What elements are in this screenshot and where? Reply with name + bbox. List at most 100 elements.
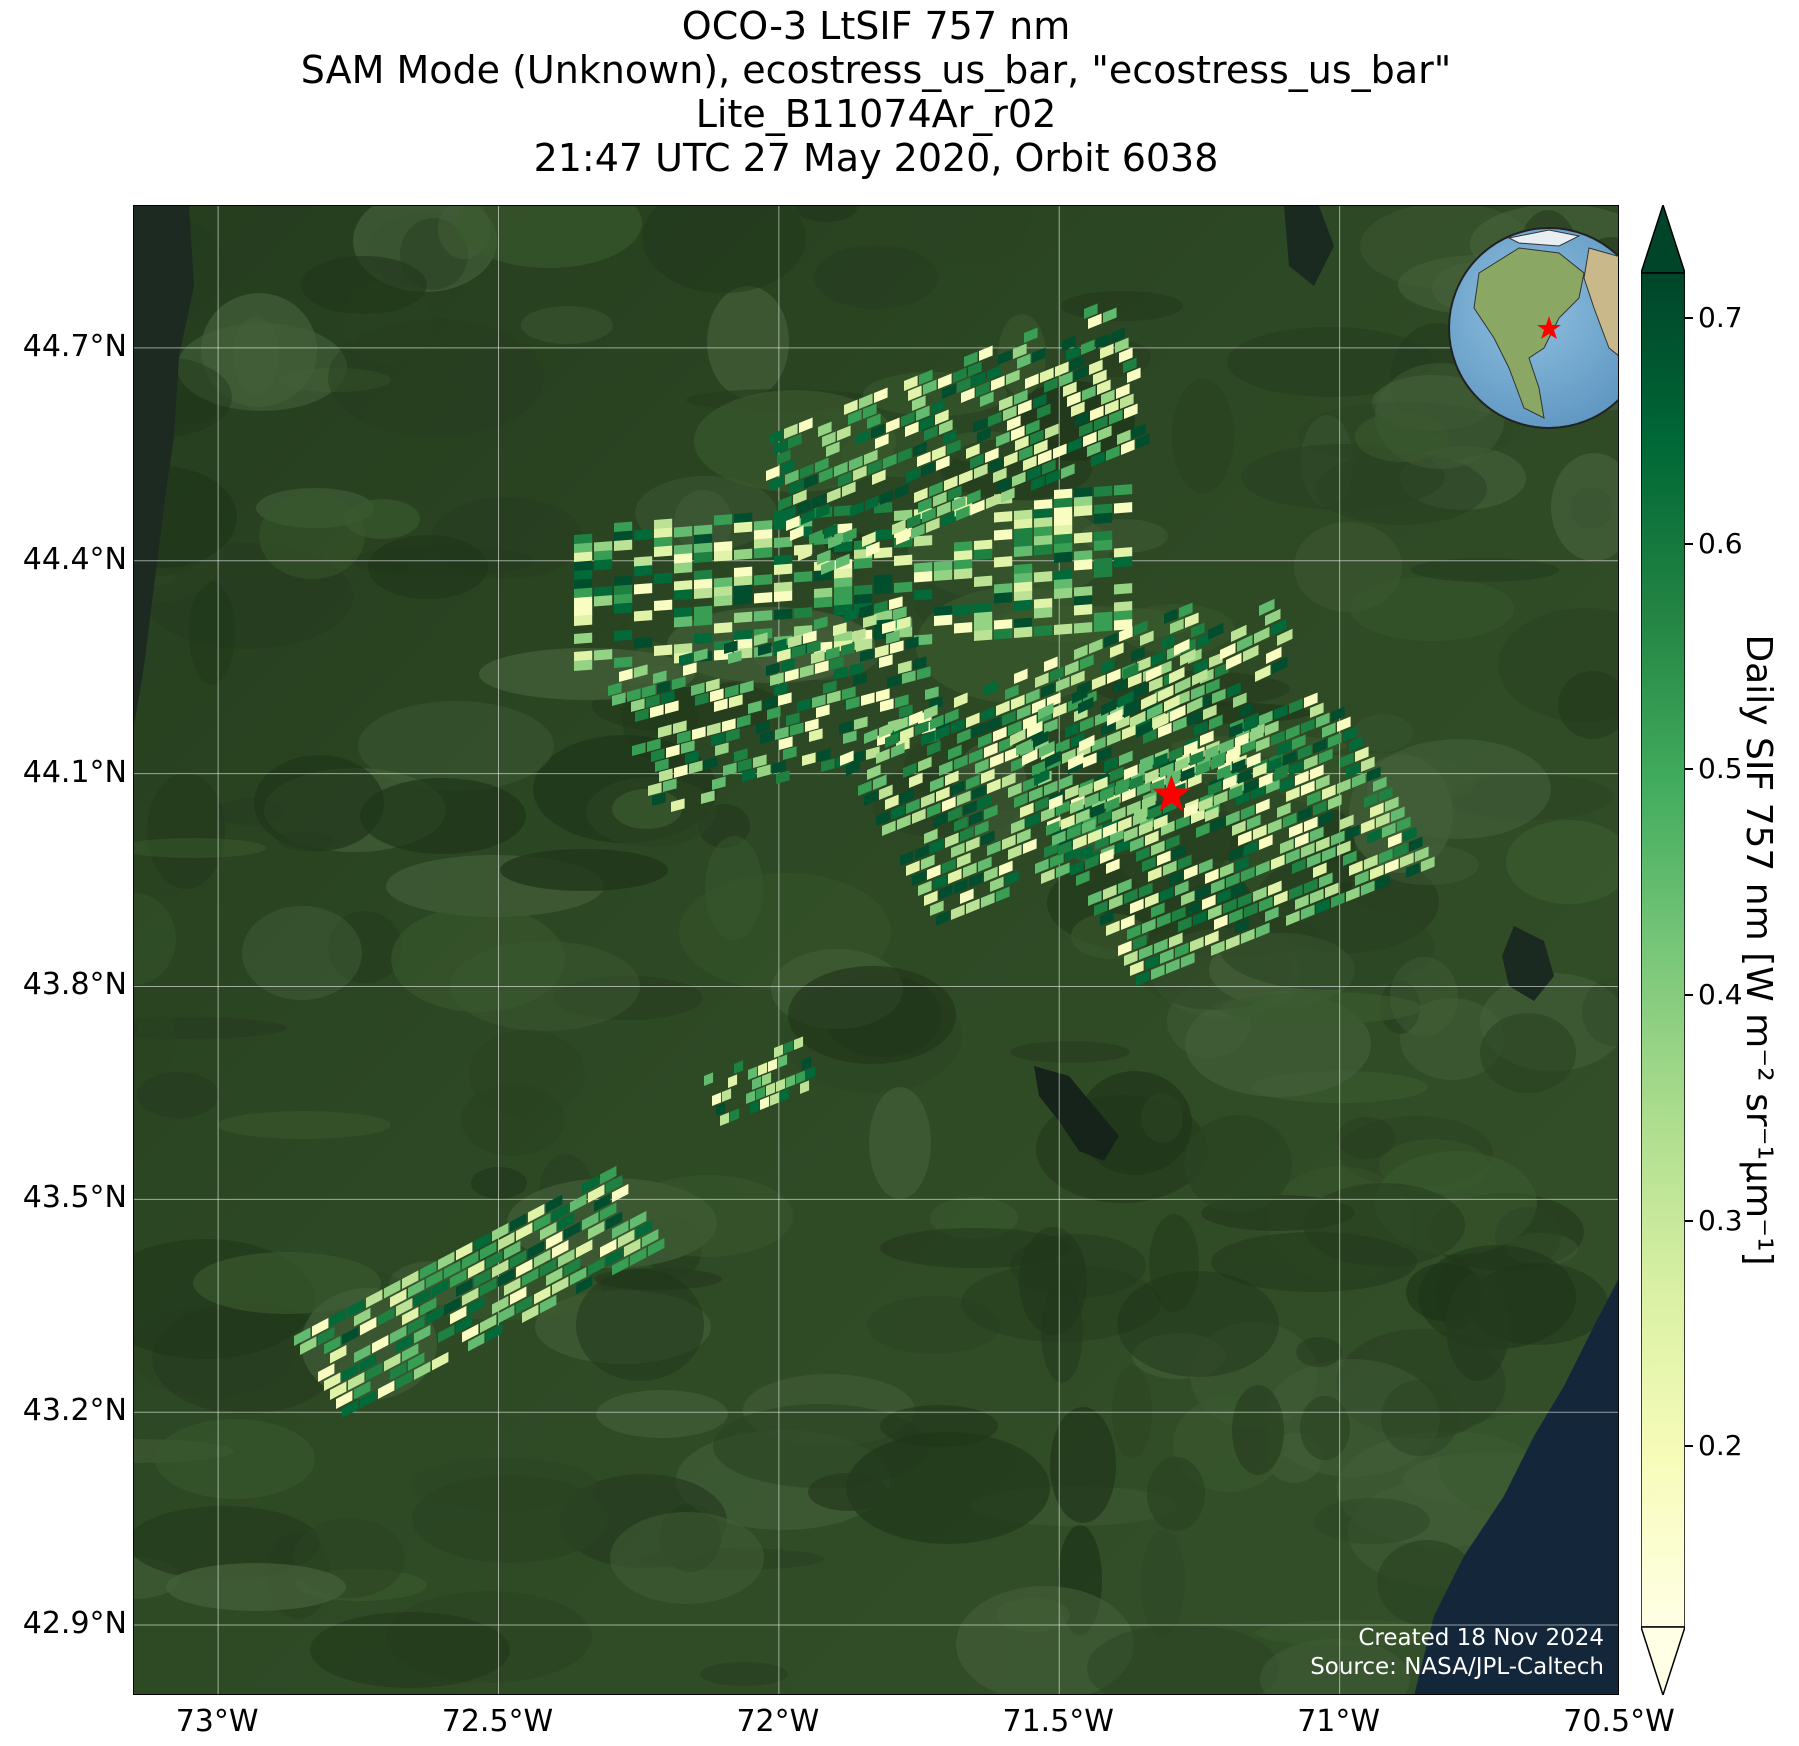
sif-sounding (1340, 814, 1354, 830)
sif-sounding (1187, 900, 1201, 916)
sif-sounding (1301, 842, 1315, 858)
sif-sounding (918, 756, 932, 772)
sif-sounding (1166, 958, 1180, 974)
sif-sounding (814, 587, 833, 599)
sif-sounding (714, 586, 733, 598)
sif-sounding (1065, 722, 1079, 738)
sif-sounding (939, 884, 953, 900)
sif-sounding (1229, 722, 1243, 738)
sif-sounding (939, 760, 953, 776)
sif-sounding (722, 1088, 732, 1102)
sif-sounding (1085, 854, 1099, 870)
sif-sounding (720, 1112, 730, 1126)
sif-sounding (834, 568, 853, 580)
sif-sounding (913, 441, 927, 457)
sif-sounding (918, 880, 932, 896)
sif-sounding (974, 539, 993, 551)
sif-sounding (1236, 790, 1250, 806)
sif-sounding (803, 630, 817, 644)
colorbar-tickmark (1685, 1219, 1693, 1222)
sif-sounding (1106, 445, 1120, 461)
sif-sounding (876, 688, 890, 702)
sif-sounding (498, 1304, 515, 1324)
sif-sounding (1203, 704, 1217, 720)
sif-sounding (734, 748, 748, 762)
sif-sounding (1235, 918, 1249, 934)
sif-sounding (1030, 429, 1044, 445)
sif-sounding (1039, 740, 1055, 758)
sif-sounding (1074, 496, 1093, 508)
sif-sounding (1147, 702, 1163, 720)
sif-sounding (1054, 623, 1073, 635)
sif-sounding (658, 724, 672, 738)
sif-sounding (1145, 954, 1159, 970)
sif-sounding (1244, 902, 1258, 918)
sif-sounding (1304, 816, 1318, 832)
sif-sounding (1130, 898, 1144, 914)
sif-sounding (1251, 784, 1265, 800)
sif-sounding (788, 433, 802, 449)
sif-sounding (880, 489, 894, 505)
sif-sounding (1066, 345, 1080, 361)
sif-sounding (574, 632, 593, 644)
sif-sounding (1117, 429, 1131, 445)
sif-sounding (834, 577, 853, 589)
sif-sounding (634, 529, 653, 541)
sif-sounding (1349, 736, 1363, 752)
sif-sounding (402, 1306, 419, 1326)
sif-sounding (1034, 544, 1053, 556)
sif-sounding (674, 562, 693, 574)
sif-sounding (1094, 415, 1108, 431)
sif-sounding (777, 648, 791, 662)
sif-sounding (1170, 618, 1184, 634)
sif-sounding (1114, 502, 1133, 514)
sif-sounding (921, 461, 935, 477)
sif-sounding (1139, 820, 1153, 836)
sif-sounding (498, 1268, 515, 1287)
sif-sounding (1067, 824, 1081, 840)
sif-sounding (724, 640, 738, 654)
sif-sounding (366, 1289, 383, 1308)
sif-sounding (890, 640, 904, 654)
sif-sounding (1346, 886, 1360, 902)
sif-sounding (917, 451, 931, 467)
sif-sounding (798, 545, 812, 561)
sif-sounding (1134, 682, 1148, 698)
sif-sounding (1023, 776, 1037, 792)
sif-sounding (901, 411, 915, 427)
sif-sounding (1361, 880, 1375, 896)
sif-sounding (994, 592, 1013, 604)
sif-sounding (710, 688, 724, 702)
sif-sounding (354, 1380, 371, 1400)
sif-sounding (994, 529, 1013, 541)
sif-sounding (360, 1353, 377, 1372)
sif-sounding (1304, 692, 1318, 708)
sif-sounding (1010, 728, 1026, 746)
sif-sounding (1233, 692, 1247, 708)
sif-sounding (414, 1324, 431, 1344)
sif-sounding (866, 541, 880, 557)
sif-sounding (1054, 578, 1073, 590)
sif-sounding (951, 718, 965, 734)
sif-sounding (1199, 858, 1213, 874)
sif-sounding (1223, 898, 1237, 914)
sif-sounding (552, 1203, 569, 1222)
sif-sounding (1092, 674, 1106, 690)
sif-sounding (1376, 874, 1390, 890)
sif-sounding (948, 485, 962, 501)
sif-sounding (1361, 818, 1375, 834)
sif-sounding (1088, 828, 1102, 844)
satellite-map[interactable] (133, 205, 1619, 1695)
sif-sounding (879, 722, 893, 738)
sif-sounding (859, 604, 873, 618)
sif-sounding (1065, 784, 1079, 800)
sif-sounding (414, 1361, 431, 1380)
sif-sounding (1194, 658, 1208, 674)
sif-sounding (1139, 944, 1153, 960)
sif-sounding (1054, 542, 1073, 554)
sif-sounding (1107, 708, 1123, 726)
sif-sounding (1094, 900, 1108, 916)
sif-sounding (492, 1295, 509, 1315)
sif-sounding (972, 784, 986, 800)
sif-sounding (1136, 846, 1150, 862)
